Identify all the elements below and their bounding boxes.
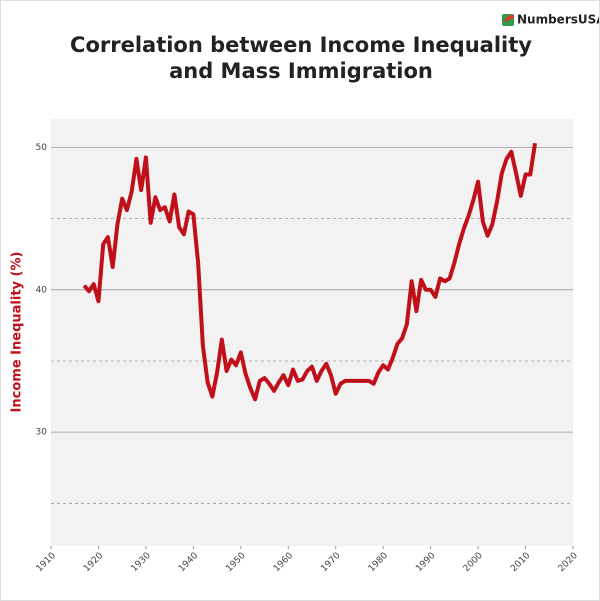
data-line: [82, 142, 538, 402]
x-tick-label: 1990: [414, 551, 437, 574]
brand: NumbersUSA: [517, 13, 599, 27]
y-axis-label: Income Inequality (%): [10, 252, 25, 413]
x-tick-label: 1980: [367, 551, 390, 574]
x-tick-label: 1940: [177, 551, 200, 574]
logo: NumbersUSA: [502, 13, 599, 27]
y-tick-label: 30: [36, 428, 48, 438]
logo-icon-accent: [502, 15, 514, 23]
x-tick-label: 2000: [462, 551, 485, 574]
plot-area: [51, 119, 573, 546]
y-tick-label: 40: [36, 285, 48, 295]
x-tick-label: 2010: [509, 551, 532, 574]
x-tick-label: 1960: [272, 551, 295, 574]
y-tick-label: 50: [36, 143, 48, 153]
x-tick-label: 1970: [319, 551, 342, 574]
chart-title: and Mass Immigration: [169, 59, 433, 83]
x-tick-label: 1930: [130, 551, 153, 574]
x-tick-label: 1920: [82, 551, 105, 574]
chart-title: Correlation between Income Inequality: [70, 33, 532, 57]
x-tick-label: 2020: [557, 551, 580, 574]
x-tick-label: 1910: [35, 551, 58, 574]
x-tick-label: 1950: [224, 551, 247, 574]
